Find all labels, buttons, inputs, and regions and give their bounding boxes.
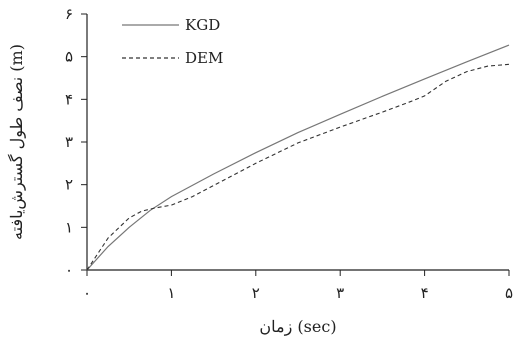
- y-tick-label: ۴: [65, 90, 73, 108]
- y-tick-label: ۶: [65, 5, 73, 23]
- y-tick-label: ۵: [65, 48, 73, 66]
- y-tick-label: ۳: [65, 133, 73, 151]
- legend-label-dem: DEM: [185, 49, 223, 67]
- series-line-dem: [87, 64, 509, 270]
- x-axis-title: زمان (sec): [259, 317, 336, 336]
- x-tick-label: ۰: [83, 284, 91, 302]
- x-tick-label: ۱: [167, 284, 175, 302]
- x-tick-label: ۳: [336, 284, 344, 302]
- y-tick-label: ۲: [65, 176, 73, 194]
- legend-label-kgd: KGD: [185, 16, 220, 34]
- x-tick-label: ۲: [252, 284, 260, 302]
- series-line-kgd: [87, 45, 509, 270]
- x-tick-label: ۴: [421, 284, 429, 302]
- y-tick-label: ۰: [65, 261, 73, 279]
- y-tick-label: ۱: [65, 218, 73, 236]
- x-tick-label: ۵: [505, 284, 513, 302]
- y-axis-title: نصف طول گسترش‌یافته (m): [7, 44, 26, 240]
